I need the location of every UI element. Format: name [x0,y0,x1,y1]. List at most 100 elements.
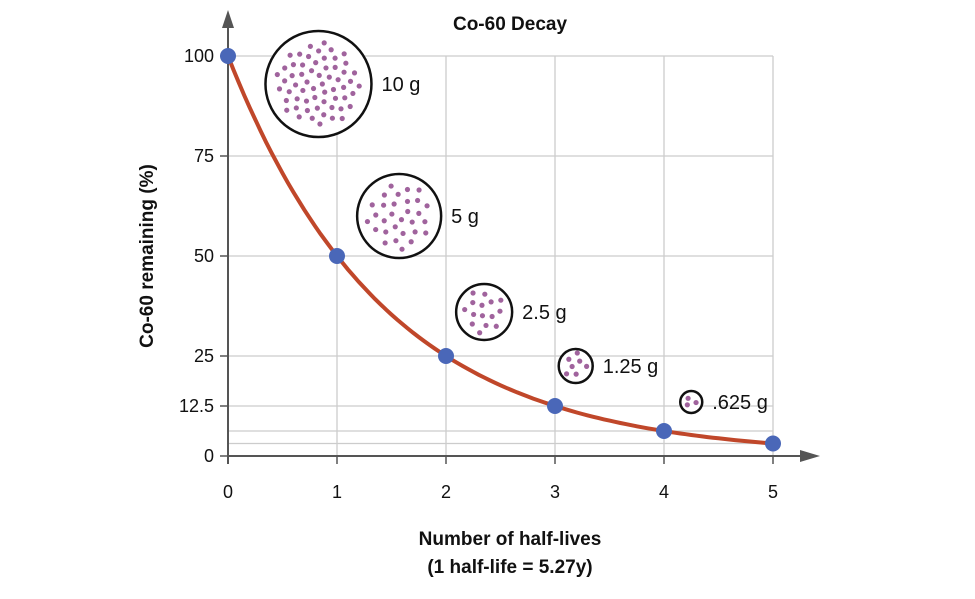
atom-dot [498,297,504,303]
atom-dot [274,71,280,78]
atom-dot [405,208,411,215]
atom-dot [415,197,421,204]
atom-dot [412,229,418,235]
atom-dot [310,85,317,92]
y-tick-label: 25 [194,346,214,366]
atom-dot [294,96,300,102]
atom-dot [286,89,292,95]
atom-dot [404,186,411,193]
atom-dot [488,299,494,305]
y-tick-label: 12.5 [179,396,214,416]
atom-dot [373,212,379,218]
data-point [329,248,345,264]
atom-dot [364,218,371,225]
atom-dot [290,62,297,68]
data-point [220,48,236,64]
x-tick-label: 2 [441,482,451,502]
atom-dot [393,238,399,244]
decay-curve [226,55,774,446]
atom-dot [693,399,699,406]
atom-dot [303,98,310,104]
atom-dot [424,203,430,209]
atom-dot [566,356,572,362]
sample-mass-label: 5 g [451,206,479,228]
atom-dot [563,371,570,377]
chart-title: Co-60 Decay [453,14,567,35]
y-tick-label: 75 [194,146,214,166]
sample-mass-label: 1.25 g [603,356,659,378]
atom-dot [369,202,375,208]
atom-dot [408,239,414,245]
atom-dot [347,103,353,110]
atom-dot [316,48,322,54]
sample-mass-label: .625 g [712,392,768,414]
atom-dot [317,121,323,127]
sample-circle-group: 5 g [355,172,479,260]
atom-dot [381,218,387,224]
atom-dot [685,395,691,401]
y-axis-arrow-icon [222,10,234,28]
sample-circle [679,389,704,415]
atom-dot [416,187,422,193]
atom-dot [304,107,310,114]
atom-dot [282,65,288,71]
atom-dot [383,229,389,235]
atom-dot [416,210,422,216]
atom-dot [392,224,398,230]
atom-dot [482,291,488,297]
sample-annotations: 10 g 5 g 2.5 g 1.25 g .625 g [264,29,768,415]
atom-dot [321,40,327,46]
atom-dot [373,226,379,233]
data-point [765,435,781,452]
sample-mass-label: 10 g [381,74,420,96]
atom-dot [321,55,327,61]
atom-dot [574,350,580,356]
atom-dot [395,191,401,197]
axes [220,10,820,464]
atom-dot [332,55,338,61]
atom-dot [497,308,503,314]
atom-dot [399,246,405,252]
atom-dot [328,47,334,53]
atom-dot [287,52,293,58]
atom-dot [489,313,495,320]
atom-dot [321,112,327,118]
atom-dot [284,107,290,113]
atom-dot [479,313,486,319]
atom-dot [398,217,405,223]
y-tick-label: 0 [204,446,214,466]
atom-dot [319,81,325,87]
sample-circle-group: 2.5 g [454,282,567,342]
atom-dot [409,219,415,225]
sample-circle [355,172,443,260]
sample-mass-label: 2.5 g [522,302,566,324]
atom-dot [316,72,322,78]
atom-dot [341,69,347,75]
atom-dot [293,105,299,111]
x-axis-label: Number of half-lives [419,529,602,550]
atom-dot [423,230,429,236]
atom-dot [329,104,335,111]
atom-dot [314,105,320,111]
data-points [220,48,781,452]
atom-dot [684,402,690,408]
atom-dot [470,299,476,306]
sample-circle-group: .625 g [679,389,768,415]
atom-dot [322,89,328,95]
sample-circle-group: 10 g [264,29,420,139]
atom-dot [297,51,303,57]
y-axis-label: Co-60 remaining (%) [137,164,158,348]
y-tick-label: 50 [194,246,214,266]
x-axis-arrow-icon [800,450,820,462]
atom-dot [292,82,299,88]
atom-dot [479,302,485,308]
data-point [656,423,672,439]
atom-dot [283,97,289,104]
atom-dot [299,71,305,77]
sample-circle [264,29,373,139]
atom-dot [351,70,358,76]
atom-dot [342,95,348,101]
atom-dot [573,371,579,377]
atom-dot [469,321,475,327]
